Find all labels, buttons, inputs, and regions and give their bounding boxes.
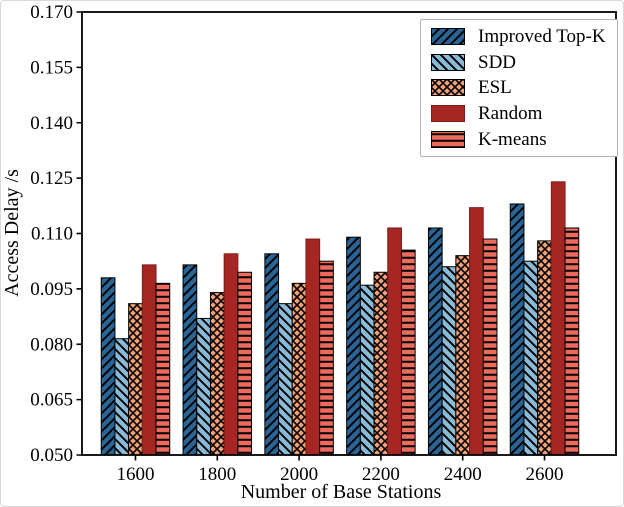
legend-swatch-improved-top-k (431, 28, 465, 46)
bar-k-means-2600-hatch (565, 227, 579, 455)
bar-esl-2400-hatch (455, 255, 470, 455)
bar-sdd-2400-hatch (442, 266, 456, 455)
legend-swatch-random (431, 105, 465, 123)
bar-esl-2600-hatch (537, 240, 552, 455)
legend-item-esl: ESL (431, 78, 611, 97)
y-tick-label: 0.080 (30, 334, 73, 355)
bar-improved-top-k-2600-hatch (510, 203, 524, 455)
legend-label: Improved Top-K (478, 26, 606, 48)
legend-item-improved-top-k: Improved Top-K (431, 27, 611, 46)
bar-random-1800 (224, 253, 238, 455)
bar-random-2400 (469, 207, 484, 455)
y-tick-label: 0.140 (30, 113, 73, 134)
bar-sdd-1600-hatch (114, 338, 129, 455)
y-tick-label: 0.050 (30, 445, 73, 466)
y-tick-label: 0.110 (31, 224, 73, 245)
y-tick-label: 0.170 (30, 2, 73, 23)
bar-esl-1800-hatch (210, 292, 225, 455)
bar-improved-top-k-2200-hatch (346, 237, 361, 455)
bar-k-means-1800-hatch (237, 272, 252, 455)
bar-improved-top-k-1800-hatch (183, 264, 197, 455)
bar-sdd-2000-hatch (278, 303, 293, 455)
legend-label: ESL (478, 77, 512, 99)
bar-improved-top-k-2000-hatch (264, 253, 279, 455)
plot-frame (81, 11, 617, 456)
y-tick-label: 0.065 (30, 390, 73, 411)
legend-swatch-esl (431, 79, 465, 97)
legend: Improved Top-K SDD ESL Random K-means (420, 19, 618, 157)
x-tick-label: 1800 (198, 464, 236, 485)
bars-group (100, 181, 580, 456)
legend-label: K-means (478, 128, 547, 150)
bar-improved-top-k-2400-hatch (428, 227, 443, 455)
bar-k-means-2400-hatch (483, 239, 497, 455)
x-tick-label: 2400 (444, 464, 482, 485)
legend-item-k-means: K-means (431, 130, 611, 149)
legend-item-sdd: SDD (431, 53, 611, 72)
bar-random-1600 (142, 264, 157, 455)
bar-improved-top-k-1600-hatch (101, 277, 115, 455)
x-tick-label: 1600 (117, 464, 155, 485)
bar-k-means-2000-hatch (319, 261, 334, 455)
bar-random-2200 (387, 227, 402, 455)
bar-k-means-2200-hatch (401, 250, 416, 455)
y-tick-label: 0.125 (30, 168, 73, 189)
x-axis-ticks: 1600 1800 2000 2200 2400 2600 (117, 455, 564, 485)
x-tick-label: 2600 (526, 464, 564, 485)
legend-label: Random (478, 103, 543, 125)
y-axis-ticks: 0.050 0.065 0.080 0.095 0.110 0.125 0.140 0.155… (30, 2, 82, 466)
x-tick-label: 2000 (280, 464, 318, 485)
bar-random-2000 (305, 239, 320, 455)
x-axis-label: Number of Base Stations (241, 481, 442, 503)
bar-random-2600 (551, 181, 566, 456)
y-tick-label: 0.095 (30, 279, 73, 300)
bar-esl-2200-hatch (374, 272, 388, 455)
bar-esl-1600-hatch (128, 303, 143, 455)
legend-label: SDD (478, 51, 517, 73)
bar-esl-2000-hatch (292, 283, 306, 455)
legend-swatch-sdd (431, 53, 465, 71)
legend-item-random: Random (431, 104, 611, 123)
bar-sdd-1800-hatch (196, 318, 211, 455)
x-tick-label: 2200 (362, 464, 400, 485)
bar-sdd-2200-hatch (360, 285, 375, 455)
y-axis-label: Access Delay /s (1, 169, 23, 297)
bar-k-means-1600-hatch (156, 283, 170, 455)
legend-swatch-k-means (431, 130, 465, 148)
y-tick-label: 0.155 (30, 57, 73, 78)
bar-sdd-2600-hatch (523, 261, 538, 455)
